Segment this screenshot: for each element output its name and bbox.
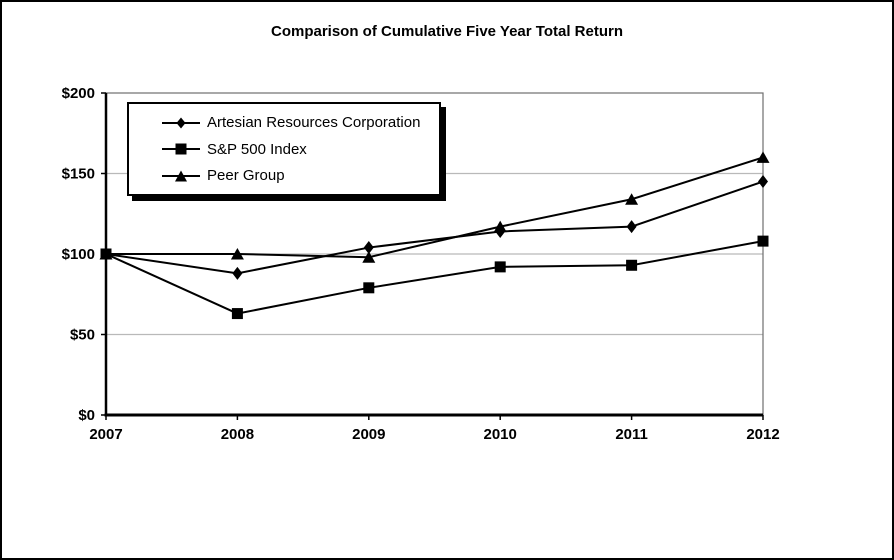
x-axis-label: 2008 (221, 426, 254, 443)
x-axis-label: 2012 (746, 426, 779, 443)
x-axis-label: 2010 (484, 426, 517, 443)
chart-title: Comparison of Cumulative Five Year Total… (270, 23, 624, 40)
y-axis-label: $150 (62, 166, 95, 183)
legend-label-sp500: S&P 500 Index (207, 140, 307, 158)
data-point-diamond (626, 220, 637, 234)
data-point-triangle (362, 251, 376, 263)
legend-label-peer-group: Peer Group (207, 167, 285, 184)
x-axis-label: 2009 (352, 426, 385, 443)
data-point-triangle (625, 193, 639, 205)
data-point-square (363, 282, 375, 294)
data-point-square (757, 235, 769, 247)
series-line-2 (106, 156, 764, 259)
diamond-marker-icon (162, 117, 200, 128)
y-axis-label: $200 (62, 85, 95, 102)
legend-box: Artesian Resources Corporation S&P 500 I… (127, 102, 441, 196)
x-axis-label: 2007 (89, 426, 122, 443)
data-point-diamond (232, 266, 243, 280)
data-point-square (494, 261, 506, 273)
data-point-diamond (363, 241, 374, 255)
data-point-diamond (495, 224, 506, 238)
data-point-triangle (756, 151, 770, 163)
y-axis-label: $0 (78, 407, 95, 424)
data-point-square (231, 308, 243, 320)
triangle-marker-icon (162, 170, 200, 181)
legend-item-sp500: S&P 500 Index (162, 140, 439, 158)
legend-label-artesian: Artesian Resources Corporation (207, 114, 421, 131)
legend-item-artesian: Artesian Resources Corporation (162, 114, 439, 131)
y-axis-label: $100 (62, 246, 95, 263)
series-line-1 (105, 240, 764, 315)
x-axis-label: 2011 (615, 426, 648, 443)
data-point-triangle (230, 248, 244, 260)
data-point-diamond (758, 175, 768, 189)
data-point-square (626, 259, 638, 271)
data-point-square (100, 248, 112, 260)
legend-item-peer-group: Peer Group (162, 167, 439, 184)
series-line-0 (105, 180, 764, 275)
square-marker-icon (162, 143, 200, 155)
y-axis-label: $50 (70, 327, 95, 344)
